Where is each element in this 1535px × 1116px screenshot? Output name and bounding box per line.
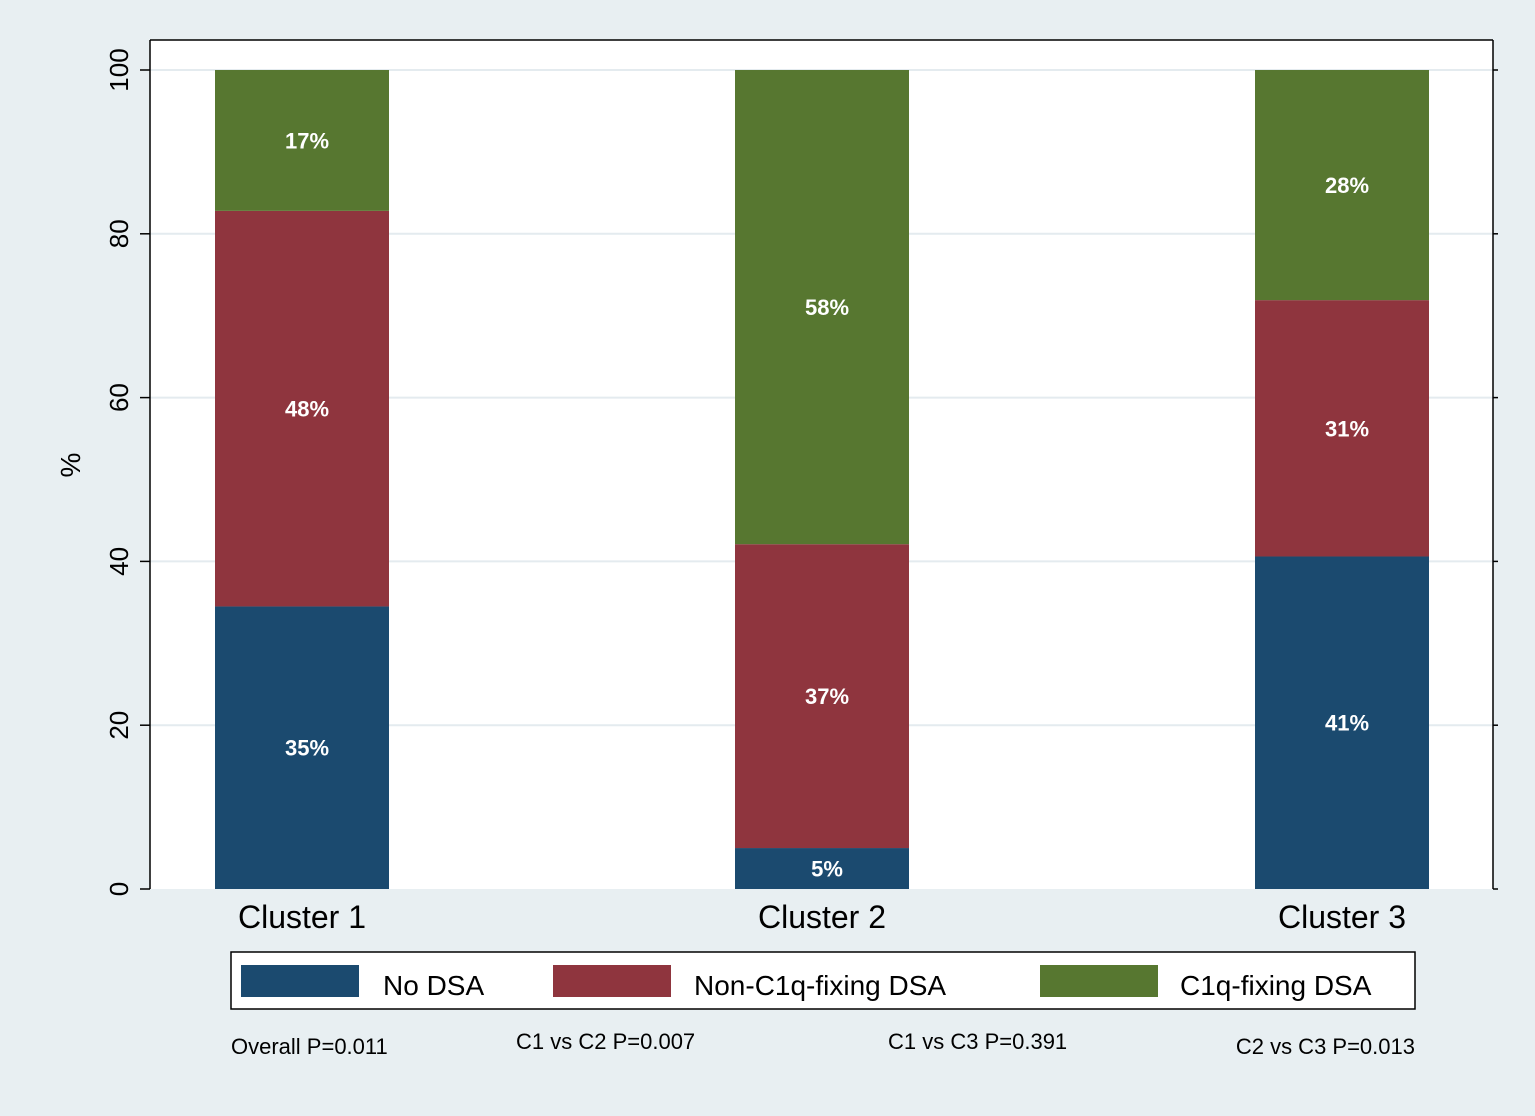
y-tick-label: 40	[104, 547, 134, 576]
bars	[215, 70, 1429, 889]
x-tick-label: Cluster 1	[238, 899, 366, 935]
bar-segment	[735, 848, 909, 889]
bar-segment	[1255, 70, 1429, 301]
bar-value-label: 37%	[805, 684, 849, 709]
y-tick-label: 60	[104, 383, 134, 412]
bar-segment	[215, 606, 389, 889]
legend-label: No DSA	[383, 970, 484, 1001]
legend-swatch	[553, 965, 671, 997]
legend-box	[230, 951, 1416, 1010]
p-value-annotations: Overall P=0.011 C1 vs C2 P=0.007 C1 vs C3 …	[231, 1029, 1415, 1059]
value-labels: 35% 48% 17% 5% 37% 58% 41% 31% 28%	[285, 128, 1369, 881]
p-value-annotation: C2 vs C3 P=0.013	[1236, 1034, 1415, 1059]
bar-segment	[215, 210, 389, 607]
legend-swatch	[1040, 965, 1158, 997]
bar-value-label: 41%	[1325, 711, 1369, 736]
y-tick-label: 20	[104, 711, 134, 740]
y-tick-label: 80	[104, 219, 134, 248]
bar-value-label: 48%	[285, 397, 329, 422]
bar-segment	[735, 70, 909, 545]
bar-value-label: 31%	[1325, 416, 1369, 441]
bar-segment	[1255, 556, 1429, 889]
p-value-annotation: C1 vs C2 P=0.007	[516, 1029, 695, 1054]
bar-value-label: 17%	[285, 128, 329, 153]
bar-value-label: 58%	[805, 295, 849, 320]
x-tick-label: Cluster 3	[1278, 899, 1406, 935]
legend: No DSA Non-C1q-fixing DSA C1q-fixing DSA	[241, 965, 1372, 1001]
y-tick-label: 0	[104, 882, 134, 896]
x-tick-label: Cluster 2	[758, 899, 886, 935]
bar-value-label: 35%	[285, 736, 329, 761]
bar-value-label: 28%	[1325, 173, 1369, 198]
y-axis-ticks: 0 20 40 60 80 100	[104, 48, 1498, 896]
bar-value-label: 5%	[811, 857, 843, 882]
legend-label: C1q-fixing DSA	[1180, 970, 1372, 1001]
bar-segment	[215, 70, 389, 211]
legend-swatch	[241, 965, 359, 997]
p-value-annotation: C1 vs C3 P=0.391	[888, 1029, 1067, 1054]
legend-label: Non-C1q-fixing DSA	[694, 970, 946, 1001]
p-value-annotation: Overall P=0.011	[231, 1034, 388, 1059]
x-axis-tick-labels: Cluster 1 Cluster 2 Cluster 3	[238, 899, 1406, 935]
bar-segment	[735, 544, 909, 849]
bar-segment	[1255, 300, 1429, 557]
y-axis-label: %	[55, 453, 86, 478]
y-tick-label: 100	[104, 48, 134, 91]
